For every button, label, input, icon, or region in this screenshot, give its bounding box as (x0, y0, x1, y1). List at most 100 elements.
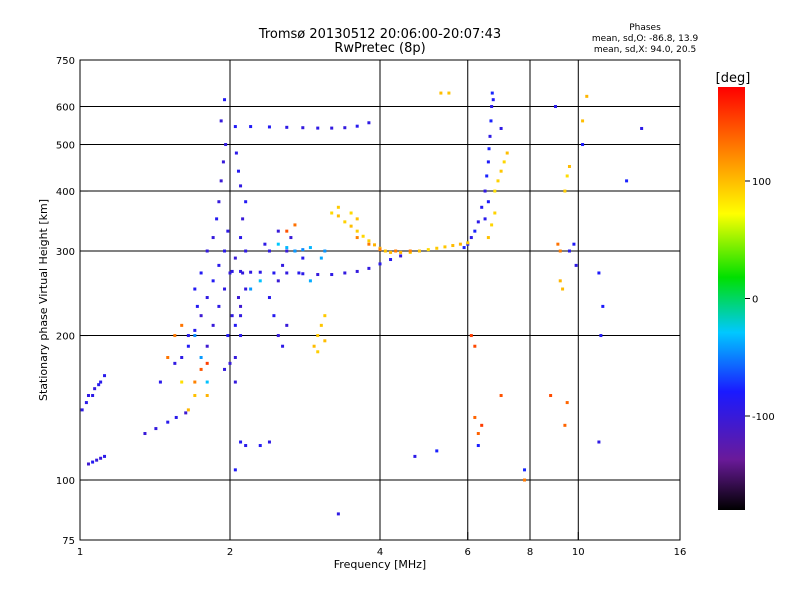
data-point (499, 169, 503, 173)
data-point (193, 334, 197, 338)
data-point (490, 105, 494, 109)
data-point (378, 248, 382, 252)
data-point (301, 248, 305, 252)
data-point (241, 271, 245, 275)
data-point (205, 296, 209, 300)
data-point (488, 134, 492, 138)
data-point (239, 184, 243, 188)
data-point (389, 250, 393, 254)
data-point (239, 314, 243, 318)
data-point (493, 189, 497, 193)
data-point (217, 304, 221, 308)
data-point (435, 449, 439, 453)
data-point (451, 244, 455, 248)
data-point (230, 269, 234, 273)
data-point (186, 344, 190, 348)
x-tick-label: 10 (572, 547, 585, 558)
data-point (319, 256, 323, 260)
data-point (355, 269, 359, 273)
data-point (215, 217, 219, 221)
x-tick-label: 16 (674, 547, 687, 558)
data-point (336, 214, 340, 218)
colorbar (718, 87, 745, 510)
data-point (490, 223, 494, 227)
data-point (180, 380, 184, 384)
data-point (239, 334, 243, 338)
data-point (91, 460, 95, 464)
y-axis-label: Stationary phase Virtual Height [km] (37, 199, 50, 401)
data-point (319, 323, 323, 327)
data-point (195, 304, 199, 308)
data-point (267, 249, 271, 253)
data-point (285, 229, 289, 233)
data-point (219, 119, 223, 123)
data-point (367, 266, 371, 270)
data-point (485, 174, 489, 178)
data-point (95, 458, 99, 462)
data-point (572, 242, 576, 246)
data-point (483, 217, 487, 221)
data-point (239, 304, 243, 308)
data-point (316, 350, 320, 354)
data-point (496, 179, 500, 183)
y-tick-label: 100 (56, 476, 75, 487)
stats-x-mode: mean, sd,X: 94.0, 20.5 (594, 45, 696, 55)
data-point (597, 440, 601, 444)
data-point (301, 126, 305, 130)
data-point (173, 334, 177, 338)
data-point (272, 271, 276, 275)
data-point (205, 361, 209, 365)
data-point (154, 427, 158, 431)
data-point (244, 287, 248, 291)
data-point (499, 394, 503, 398)
data-point (285, 125, 289, 129)
data-point (219, 179, 223, 183)
data-point (502, 160, 506, 164)
chart-title-line2: RwPretec (8p) (334, 41, 425, 56)
data-point (308, 246, 312, 250)
data-point (349, 224, 353, 228)
data-point (186, 334, 190, 338)
data-point (439, 91, 443, 95)
data-point (476, 444, 480, 448)
data-point (435, 246, 439, 250)
data-point (567, 249, 571, 253)
data-point (223, 287, 227, 291)
data-point (244, 200, 248, 204)
data-point (217, 200, 221, 204)
data-point (417, 249, 421, 253)
y-tick-label: 400 (56, 187, 75, 198)
data-point (558, 279, 562, 283)
data-point (205, 249, 209, 253)
y-tick-label: 600 (56, 103, 75, 114)
x-tick-label: 4 (377, 547, 383, 558)
data-point (223, 98, 227, 102)
data-point (301, 256, 305, 260)
x-tick-label: 1 (77, 547, 83, 558)
data-point (330, 211, 334, 215)
data-point (599, 334, 603, 338)
data-point (489, 119, 493, 123)
data-point (267, 296, 271, 300)
data-point (558, 249, 562, 253)
data-point (239, 440, 243, 444)
data-point (199, 367, 203, 371)
data-point (285, 323, 289, 327)
data-point (483, 189, 487, 193)
data-point (581, 119, 585, 123)
data-point (336, 512, 340, 516)
stats-o-mode: mean, sd,O: -86.8, 13.9 (592, 34, 699, 44)
data-point (499, 126, 503, 130)
data-point (241, 217, 245, 221)
data-point (574, 263, 578, 267)
data-point (330, 126, 334, 130)
data-point (103, 454, 107, 458)
data-point (272, 314, 276, 318)
stats-title: Phases (629, 23, 661, 33)
data-point (205, 344, 209, 348)
data-point (297, 271, 301, 275)
data-point (230, 314, 234, 318)
data-point (473, 415, 477, 419)
data-point (389, 258, 393, 262)
data-point (486, 200, 490, 204)
